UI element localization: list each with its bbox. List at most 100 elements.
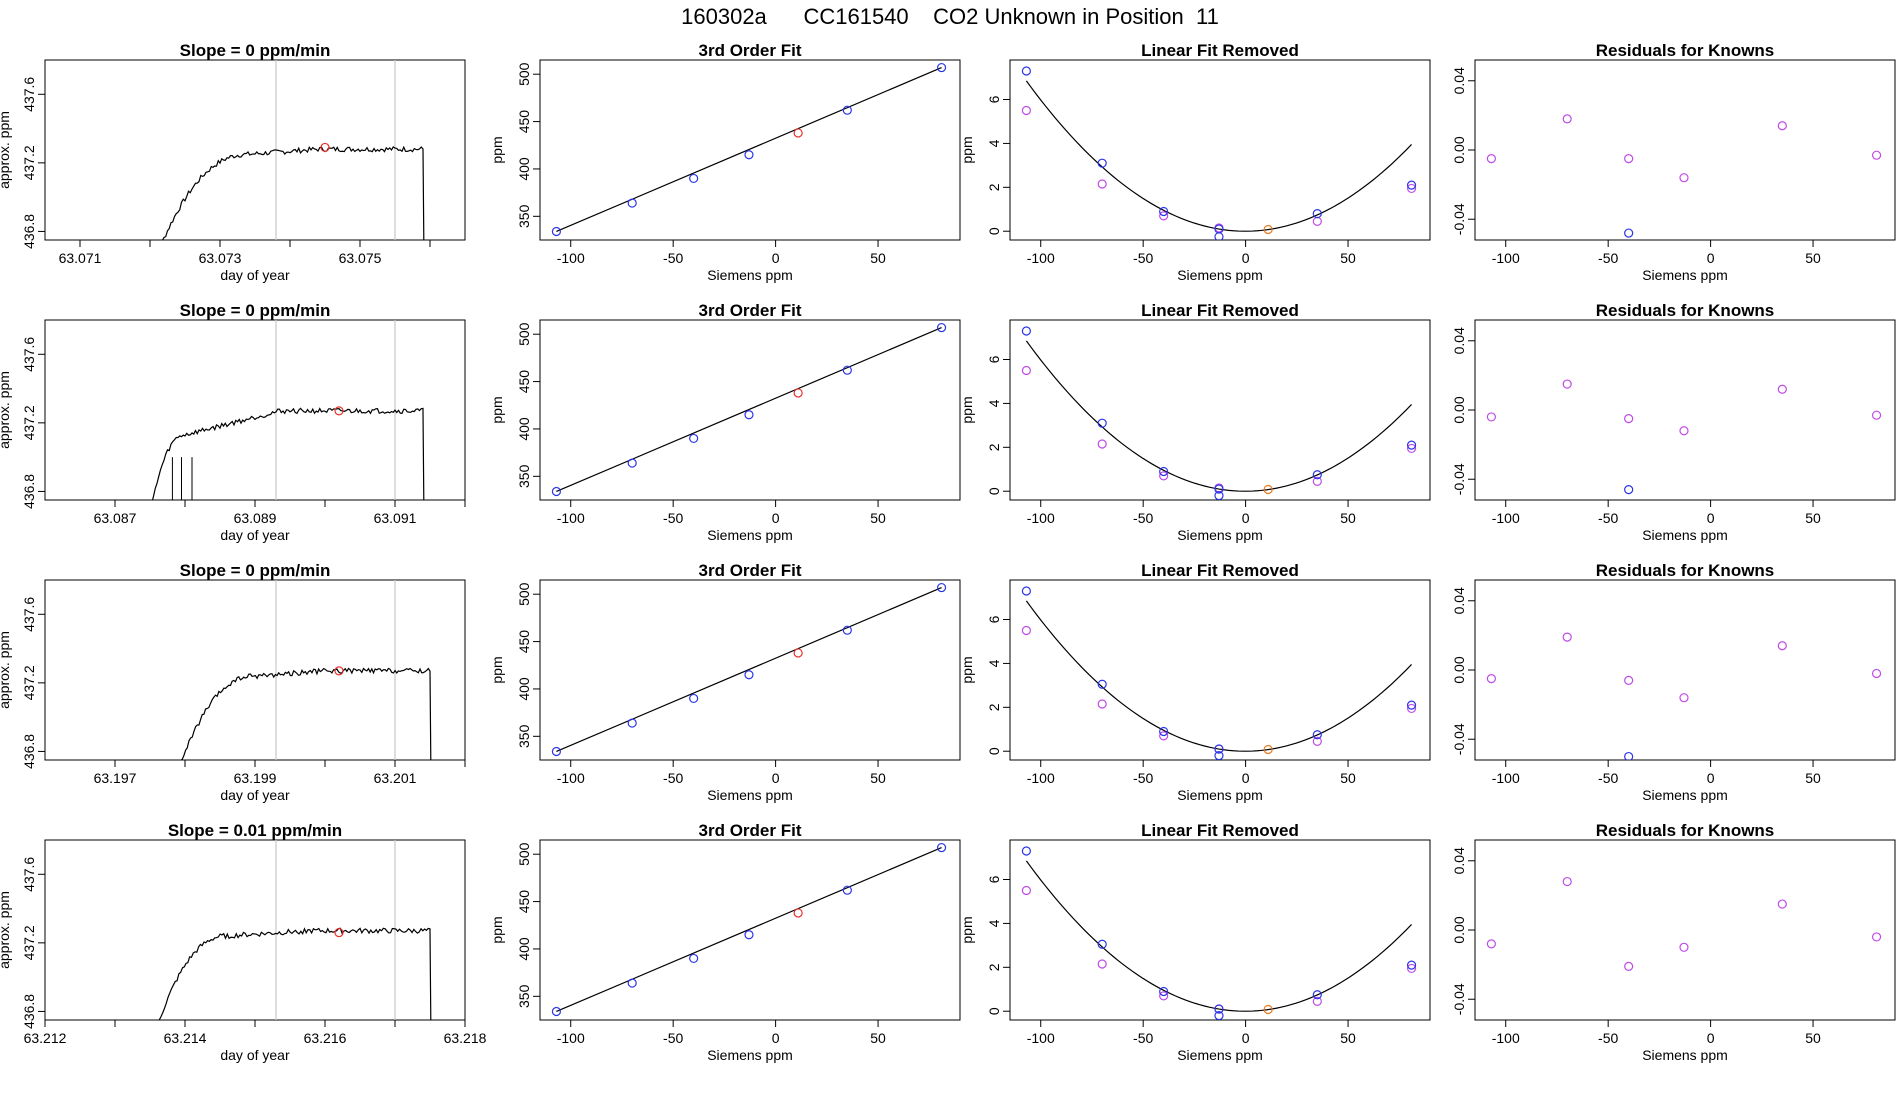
- residual-point: [1486, 412, 1496, 422]
- x-axis-label: Siemens ppm: [1642, 527, 1728, 543]
- magenta-point: [1406, 963, 1417, 974]
- chart-panel-r3-res: Residuals for Knowns -100 -50 0 50 -0.04 0.00 0…: [1451, 561, 1896, 803]
- y-tick-label: 450: [516, 890, 532, 914]
- y-tick-label: 436.8: [21, 734, 37, 769]
- x-tick-label: 50: [870, 250, 886, 266]
- magenta-point: [1312, 476, 1322, 486]
- residual-point: [1871, 932, 1882, 942]
- y-tick-label: 437.6: [21, 337, 37, 372]
- known-point: [627, 978, 637, 988]
- residual-point-blue: [1624, 228, 1634, 238]
- magenta-point: [1406, 183, 1417, 194]
- x-tick-label: 63.091: [374, 510, 417, 526]
- x-tick-label: 50: [1805, 510, 1821, 526]
- known-point: [842, 885, 852, 895]
- unknown-point: [1263, 744, 1273, 755]
- y-tick-label: 437.2: [21, 145, 37, 180]
- residual-point: [1624, 961, 1634, 971]
- ppm-trace: [158, 927, 432, 1020]
- chart-panel-r2-slope: Slope = 0 ppm/min 63.087 63.089 63.091 436.8…: [0, 301, 466, 543]
- x-axis-label: day of year: [220, 527, 290, 543]
- x-tick-label: 63.197: [94, 770, 137, 786]
- x-axis-label: day of year: [220, 787, 290, 803]
- panel-title: Slope = 0 ppm/min: [180, 301, 331, 320]
- known-point: [1406, 180, 1417, 190]
- y-tick-label: 0.04: [1451, 587, 1467, 614]
- magenta-point: [1312, 996, 1322, 1006]
- x-tick-label: 0: [772, 770, 780, 786]
- residual-point: [1871, 668, 1882, 679]
- x-tick-label: 63.199: [234, 770, 277, 786]
- unknown-point: [793, 128, 803, 138]
- x-tick-label: 0: [1707, 770, 1715, 786]
- x-tick-label: -50: [1133, 770, 1153, 786]
- y-tick-label: 437.2: [21, 665, 37, 700]
- x-axis-label: Siemens ppm: [1642, 1047, 1728, 1063]
- known-point: [689, 953, 699, 964]
- y-tick-label: 437.2: [21, 405, 37, 440]
- x-tick-label: 0: [1242, 770, 1250, 786]
- panel-title: Linear Fit Removed: [1141, 561, 1299, 580]
- known-point: [1214, 484, 1224, 494]
- known-point: [936, 62, 947, 73]
- x-axis-label: Siemens ppm: [1177, 267, 1263, 283]
- x-tick-label: 50: [1340, 510, 1356, 526]
- x-axis-label: Siemens ppm: [707, 787, 793, 803]
- y-tick-label: 0.04: [1451, 327, 1467, 354]
- y-axis-label: ppm: [489, 656, 505, 683]
- x-tick-label: -100: [557, 250, 585, 266]
- x-tick-label: 0: [772, 1030, 780, 1046]
- x-tick-label: 50: [870, 1030, 886, 1046]
- y-tick-label: 450: [516, 630, 532, 654]
- chart-panel-r4-res: Residuals for Knowns -100 -50 0 50 -0.04 0.00 0…: [1451, 821, 1896, 1063]
- y-tick-label: -0.04: [1451, 203, 1467, 235]
- y-tick-label: 400: [516, 677, 532, 701]
- known-point: [1021, 66, 1031, 76]
- y-axis-label: approx. ppm: [0, 891, 12, 969]
- plot-frame: [1009, 839, 1431, 1021]
- residual-point: [1679, 173, 1689, 183]
- panel-title: Residuals for Knowns: [1596, 301, 1775, 320]
- x-axis-label: Siemens ppm: [707, 267, 793, 283]
- plot-frame: [539, 319, 961, 501]
- mean-point: [334, 666, 344, 676]
- x-tick-label: -50: [1598, 1030, 1618, 1046]
- y-tick-label: 436.8: [21, 474, 37, 509]
- y-tick-label: 350: [516, 724, 532, 748]
- fit-curve: [1025, 860, 1412, 1012]
- x-tick-label: -50: [663, 510, 683, 526]
- residual-point: [1777, 899, 1787, 909]
- known-point: [551, 486, 561, 497]
- x-tick-label: 63.089: [234, 510, 277, 526]
- residual-point: [1777, 384, 1787, 394]
- plot-area: [1486, 632, 1882, 760]
- known-point: [1021, 846, 1031, 856]
- x-tick-label: -50: [663, 1030, 683, 1046]
- panel-title: 3rd Order Fit: [699, 821, 802, 840]
- residual-point: [1871, 410, 1882, 420]
- residual-point: [1624, 154, 1634, 164]
- x-tick-label: -100: [557, 770, 585, 786]
- plot-area: [1021, 846, 1417, 1020]
- residual-point: [1871, 150, 1882, 160]
- panel-title: Linear Fit Removed: [1141, 821, 1299, 840]
- x-axis-label: day of year: [220, 267, 290, 283]
- y-tick-label: 350: [516, 464, 532, 488]
- x-tick-label: -100: [1027, 1030, 1055, 1046]
- plot-area: [551, 322, 947, 497]
- known-point: [1406, 960, 1417, 970]
- known-point: [936, 322, 947, 333]
- x-tick-label: -100: [1027, 510, 1055, 526]
- x-tick-label: -50: [1598, 770, 1618, 786]
- plot-area: [180, 580, 432, 760]
- y-tick-label: 0: [986, 1007, 1002, 1015]
- x-tick-label: 0: [1242, 250, 1250, 266]
- unknown-point: [1263, 1004, 1273, 1015]
- y-tick-label: -0.04: [1451, 463, 1467, 495]
- x-tick-label: 50: [1340, 770, 1356, 786]
- y-tick-label: 0.00: [1451, 396, 1467, 423]
- y-tick-label: 500: [516, 842, 532, 866]
- residual-point: [1562, 379, 1572, 389]
- known-point: [744, 150, 754, 160]
- y-axis-label: ppm: [959, 656, 975, 683]
